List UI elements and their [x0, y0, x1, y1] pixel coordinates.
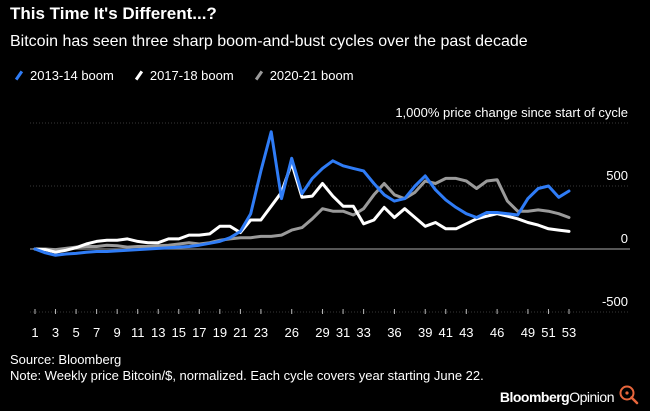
line-chart: -500 0 500 1,000% price change since start … [0, 0, 650, 411]
brand-name: Bloomberg [500, 389, 569, 405]
x-tick-label: 21 [233, 325, 247, 340]
x-tick-label: 36 [387, 325, 401, 340]
x-tick-label: 41 [439, 325, 453, 340]
x-tick-label: 26 [284, 325, 298, 340]
magnifier-icon [618, 384, 640, 406]
x-tick-label: 15 [172, 325, 186, 340]
x-tick-label: 46 [490, 325, 504, 340]
x-tick-label: 51 [541, 325, 555, 340]
y-tick-label: 0 [621, 231, 628, 246]
x-tick-label: 23 [254, 325, 268, 340]
x-tick-label: 3 [52, 325, 59, 340]
x-tick-label: 31 [336, 325, 350, 340]
x-tick-label: 1 [31, 325, 38, 340]
grid-lines [30, 123, 630, 312]
series-line-2017-18 [35, 163, 569, 252]
y-axis-label: 1,000% price change since start of cycle [395, 105, 628, 120]
x-tick-label: 7 [93, 325, 100, 340]
x-tick-label: 19 [213, 325, 227, 340]
x-tick-label: 5 [72, 325, 79, 340]
series-lines [35, 132, 569, 256]
x-tick-label: 43 [459, 325, 473, 340]
y-tick-label: 500 [606, 168, 628, 183]
x-tick-label: 53 [562, 325, 576, 340]
brand-suffix: Opinion [569, 389, 614, 405]
x-tick-label: 49 [521, 325, 535, 340]
x-tick-label: 9 [114, 325, 121, 340]
methodology-note: Note: Weekly price Bitcoin/$, normalized… [10, 368, 530, 384]
axis-labels: -500 0 500 1,000% price change since start … [31, 105, 628, 340]
x-tick-label: 13 [151, 325, 165, 340]
bloomberg-opinion-logo: BloombergOpinion [500, 389, 614, 405]
series-line-2013-14 [35, 132, 569, 256]
x-tick-label: 11 [131, 325, 145, 340]
y-tick-label: -500 [602, 294, 628, 309]
x-tick-label: 29 [315, 325, 329, 340]
source-note: Source: Bloomberg [10, 352, 121, 368]
x-tick-label: 33 [356, 325, 370, 340]
x-tick-label: 17 [192, 325, 206, 340]
x-tick-label: 39 [418, 325, 432, 340]
